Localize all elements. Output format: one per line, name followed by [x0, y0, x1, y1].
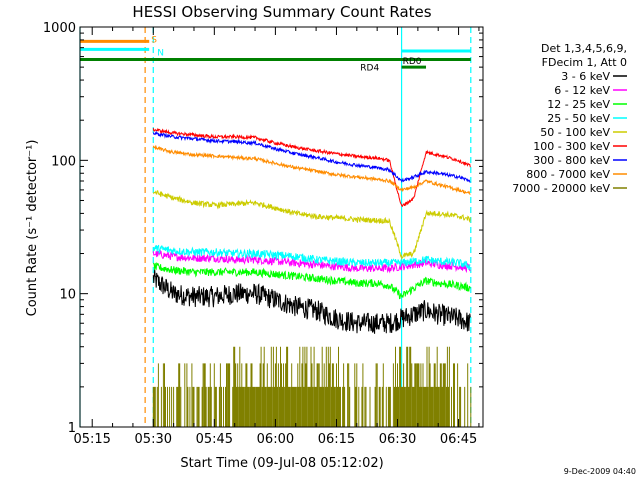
flag-label-0: S [151, 35, 157, 45]
legend-label-7: 800 - 7000 keV [526, 168, 610, 181]
series-line-2 [152, 262, 471, 300]
legend-label-6: 300 - 800 keV [533, 154, 610, 167]
x-tick-label-2: 05:45 [196, 432, 233, 447]
x-tick-label-0: 05:15 [73, 432, 110, 447]
legend-label-5: 100 - 300 keV [533, 140, 610, 153]
legend-label-0: 3 - 6 keV [561, 70, 610, 83]
series-line-5 [152, 127, 471, 208]
chart-title: HESSI Observing Summary Count Rates [132, 3, 431, 21]
flag-label-3: RD0 [403, 57, 422, 67]
x-tick-label-3: 06:00 [257, 432, 294, 447]
series-line-6 [152, 130, 471, 183]
series-line-1 [152, 249, 471, 274]
legend-label-4: 50 - 100 keV [540, 126, 610, 139]
flag-label-2: RD4 [360, 64, 379, 74]
series-line-8 [152, 346, 472, 427]
series-line-0 [152, 268, 471, 334]
footer-timestamp: 9-Dec-2009 04:40 [564, 467, 636, 476]
legend: Det 1,3,4,5,6,9,FDecim 1, Att 03 - 6 keV… [512, 42, 627, 195]
axes: 1 10 100 1000 05:15 05:30 05:45 06:00 06:15 06:30… [43, 21, 484, 447]
y-tick-label-0: 1 [68, 421, 76, 436]
series-line-3 [152, 244, 471, 271]
legend-label-1: 6 - 12 keV [554, 84, 610, 97]
plot-area: SN RD4 RD0 [79, 27, 472, 427]
y-axis-label: Count Rate (s⁻¹ detector⁻¹) [25, 140, 40, 317]
legend-label-2: 12 - 25 keV [547, 98, 610, 111]
series-line-4 [152, 190, 471, 260]
legend-label-3: 25 - 50 keV [547, 112, 610, 125]
y-tick-label-1: 10 [59, 288, 76, 303]
legend-header-1: FDecim 1, Att 0 [542, 56, 627, 69]
x-tick-label-1: 05:30 [135, 432, 172, 447]
x-tick-label-6: 06:45 [440, 432, 477, 447]
legend-label-8: 7000 - 20000 keV [512, 182, 610, 195]
y-tick-label-2: 100 [51, 154, 76, 169]
plot-frame [79, 26, 484, 428]
legend-header-0: Det 1,3,4,5,6,9, [541, 42, 627, 55]
x-tick-label-4: 06:15 [318, 432, 355, 447]
x-axis-label: Start Time (09-Jul-08 05:12:02) [180, 456, 383, 471]
y-tick-label-3: 1000 [43, 21, 76, 36]
series-line-7 [152, 144, 471, 195]
flag-label-1: N [157, 48, 164, 58]
x-tick-label-5: 06:30 [379, 432, 416, 447]
